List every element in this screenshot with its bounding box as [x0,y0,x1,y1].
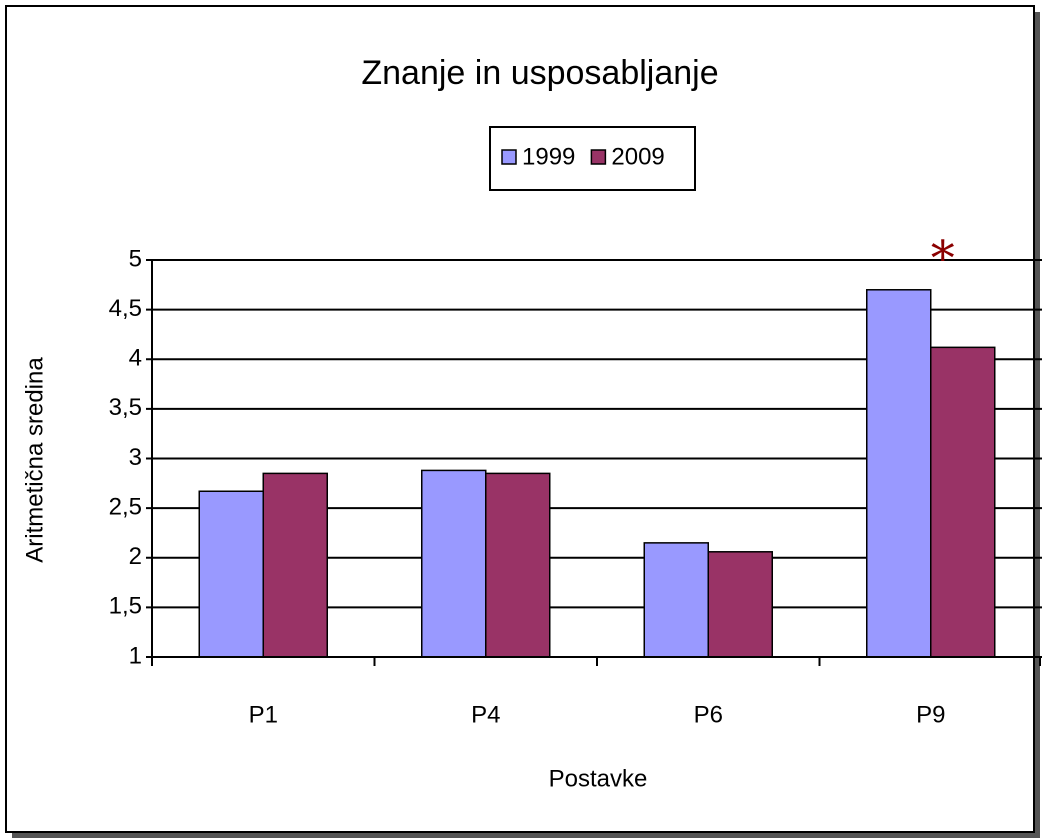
bar [866,289,932,658]
legend-label: 2009 [611,143,664,170]
annotation: * [931,231,955,287]
bar [198,490,264,658]
bar [930,346,996,658]
bar [262,472,328,658]
y-tick-label: 2 [129,543,142,570]
x-axis-label: Postavke [549,765,648,792]
x-tick-label: P1 [249,701,278,728]
y-axis-label: Aritmetična sredina [21,357,48,563]
y-tick-label: 5 [129,245,142,272]
x-tick-label: P6 [694,701,723,728]
legend-swatch [501,149,517,165]
y-tick-label: 3,5 [109,394,142,421]
x-tick-label: P9 [916,701,945,728]
y-tick-label: 4 [129,345,142,372]
y-tick-label: 4,5 [109,295,142,322]
y-tick-label: 1 [129,642,142,669]
x-tick-label: P4 [471,701,500,728]
legend-label: 1999 [522,143,575,170]
y-tick-label: 3 [129,444,142,471]
bar [485,472,551,658]
bar [421,469,487,658]
chart-title: Znanje in usposabljanje [361,54,718,92]
y-tick-label: 1,5 [109,593,142,620]
y-tick-label: 2,5 [109,493,142,520]
legend-swatch [590,149,607,165]
bar [643,542,709,658]
bar [707,551,773,658]
